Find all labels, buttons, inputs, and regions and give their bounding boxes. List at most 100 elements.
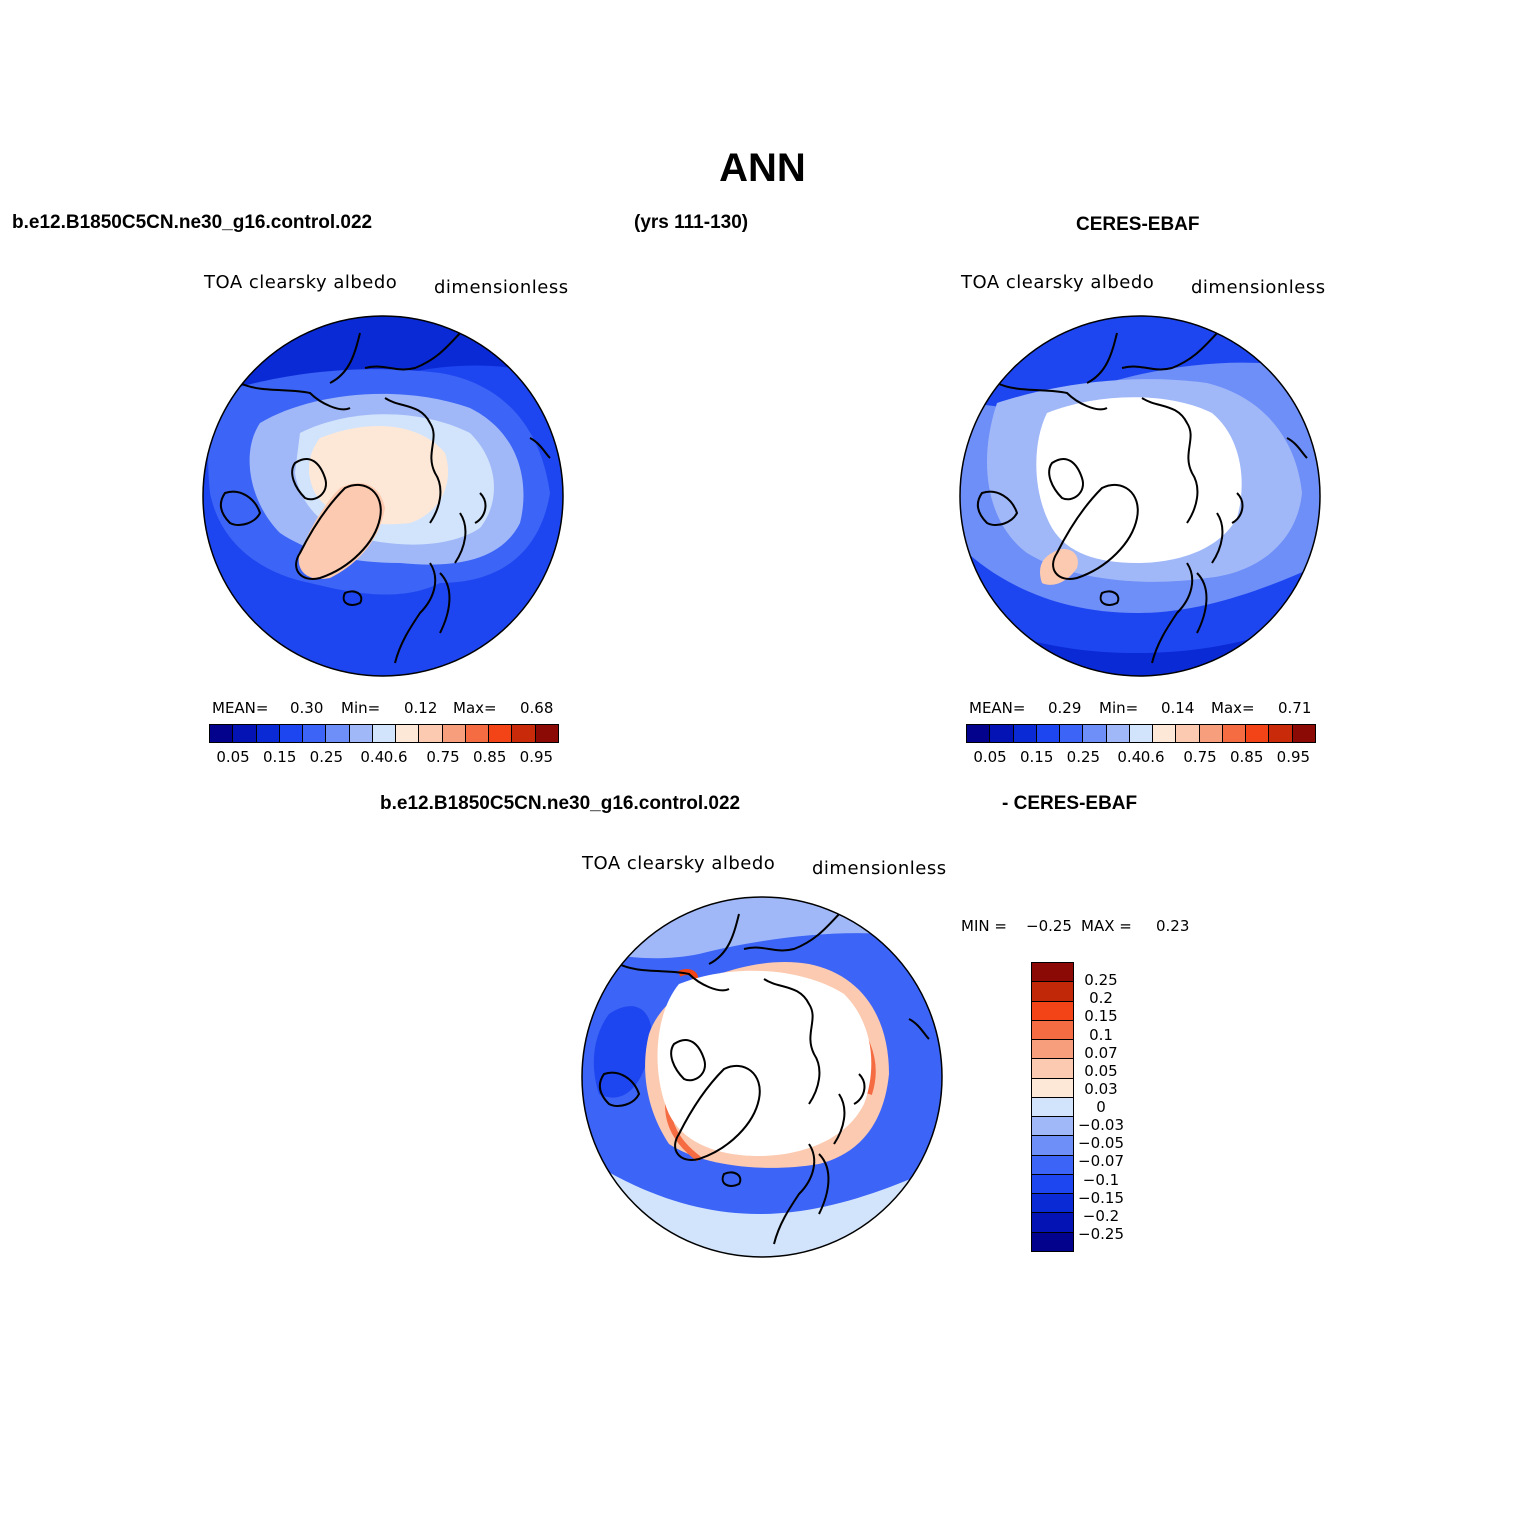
colorbar-swatch <box>326 725 350 742</box>
colorbar-tick-label: −0.07 <box>1078 1152 1124 1171</box>
colorbar-tick-label: 0 <box>1096 1098 1106 1116</box>
colorbar-swatch <box>1246 725 1270 742</box>
colorbar-swatch <box>1199 725 1223 742</box>
obs-polar-map <box>959 315 1321 677</box>
model-mean-label: MEAN= <box>212 699 269 717</box>
colorbar-swatch <box>465 725 490 742</box>
colorbar-swatch <box>990 725 1014 742</box>
colorbar-swatch <box>349 725 373 742</box>
model-colorbar <box>209 724 559 743</box>
model-mean-value: 0.30 <box>290 699 324 717</box>
colorbar-tick-label: −0.03 <box>1078 1116 1124 1135</box>
obs-units-label: dimensionless <box>1191 277 1326 298</box>
colorbar-swatch <box>1269 725 1293 742</box>
diff-variable-label: TOA clearsky albedo <box>582 853 776 874</box>
colorbar-swatch <box>1032 1213 1073 1233</box>
colorbar-tick-label: 0.75 <box>426 748 460 766</box>
colorbar-swatch <box>512 725 536 742</box>
diff-ref-name: - CERES-EBAF <box>1002 793 1138 814</box>
obs-max-value: 0.71 <box>1278 699 1312 717</box>
colorbar-swatch <box>396 725 420 742</box>
diff-max-value: 0.23 <box>1156 917 1190 935</box>
colorbar-tick-label: 0.95 <box>1276 748 1311 766</box>
model-case-name: b.e12.B1850C5CN.ne30_g16.control.022 <box>12 212 373 233</box>
colorbar-tick-label: 0.6 <box>1140 748 1165 766</box>
colorbar-swatch <box>279 725 304 742</box>
colorbar-tick-label: 0.15 <box>1020 748 1054 766</box>
model-min-label: Min= <box>341 699 381 717</box>
model-min-value: 0.12 <box>404 699 438 717</box>
colorbar-swatch <box>489 725 513 742</box>
colorbar-swatch <box>1032 963 1073 983</box>
colorbar-tick-label: 0.2 <box>1089 989 1113 1008</box>
colorbar-swatch <box>1032 1059 1073 1079</box>
colorbar-swatch <box>1032 1174 1073 1195</box>
colorbar-tick-label: 0.03 <box>1084 1079 1118 1098</box>
colorbar-swatch <box>535 725 558 742</box>
colorbar-tick-label: 0.07 <box>1084 1043 1118 1062</box>
colorbar-swatch <box>1032 1040 1073 1060</box>
obs-max-label: Max= <box>1211 699 1255 717</box>
colorbar-tick-label: 0.25 <box>1084 971 1118 990</box>
colorbar-swatch <box>210 725 234 742</box>
colorbar-swatch <box>256 725 280 742</box>
model-years: (yrs 111-130) <box>634 212 749 233</box>
colorbar-tick-label: 0.15 <box>263 748 297 766</box>
colorbar-swatch <box>303 725 327 742</box>
colorbar-swatch <box>1013 725 1037 742</box>
colorbar-swatch <box>1153 725 1177 742</box>
colorbar-swatch <box>1106 725 1130 742</box>
colorbar-swatch <box>1032 1097 1073 1118</box>
model-variable-label: TOA clearsky albedo <box>204 272 398 293</box>
model-max-value: 0.68 <box>520 699 554 717</box>
model-units-label: dimensionless <box>434 277 569 298</box>
diff-min-value: −0.25 <box>1026 917 1072 935</box>
colorbar-tick-label: −0.2 <box>1082 1206 1120 1225</box>
colorbar-tick-label: 0.4 <box>1117 748 1142 766</box>
obs-dataset-name: CERES-EBAF <box>1076 214 1200 235</box>
diff-units-label: dimensionless <box>812 858 947 879</box>
colorbar-swatch <box>1032 982 1073 1002</box>
colorbar-swatch <box>967 725 991 742</box>
colorbar-swatch <box>1292 725 1315 742</box>
colorbar-swatch <box>233 725 257 742</box>
obs-min-label: Min= <box>1099 699 1139 717</box>
colorbar-tick-label: 0.05 <box>1084 1061 1118 1080</box>
diff-polar-map <box>581 896 943 1258</box>
colorbar-swatch <box>372 725 397 742</box>
colorbar-swatch <box>419 725 443 742</box>
colorbar-tick-label: 0.25 <box>1066 748 1101 766</box>
obs-min-value: 0.14 <box>1161 699 1195 717</box>
diff-max-label: MAX = <box>1081 917 1132 935</box>
colorbar-tick-label: 0.95 <box>519 748 554 766</box>
colorbar-swatch <box>1032 1194 1073 1214</box>
colorbar-tick-label: −0.15 <box>1078 1188 1124 1207</box>
colorbar-swatch <box>1032 1001 1073 1021</box>
colorbar-tick-label: −0.25 <box>1078 1224 1124 1243</box>
colorbar-swatch <box>1083 725 1107 742</box>
colorbar-tick-label: 0.15 <box>1084 1007 1118 1026</box>
obs-mean-label: MEAN= <box>969 699 1026 717</box>
colorbar-tick-label: 0.4 <box>360 748 385 766</box>
model-max-label: Max= <box>453 699 497 717</box>
obs-colorbar <box>966 724 1316 743</box>
colorbar-swatch <box>1032 1078 1073 1098</box>
colorbar-tick-label: 0.85 <box>1230 748 1264 766</box>
colorbar-swatch <box>1032 1232 1073 1251</box>
colorbar-tick-label: 0.05 <box>216 748 250 766</box>
diff-colorbar <box>1031 962 1074 1252</box>
colorbar-swatch <box>1032 1020 1073 1041</box>
colorbar-tick-label: 0.6 <box>383 748 408 766</box>
colorbar-swatch <box>1176 725 1200 742</box>
colorbar-swatch <box>1032 1136 1073 1156</box>
colorbar-swatch <box>1032 1117 1073 1137</box>
colorbar-swatch <box>1032 1155 1073 1175</box>
colorbar-tick-label: 0.25 <box>309 748 344 766</box>
colorbar-tick-label: −0.1 <box>1082 1170 1120 1189</box>
colorbar-tick-label: 0.75 <box>1183 748 1217 766</box>
colorbar-swatch <box>1222 725 1247 742</box>
colorbar-swatch <box>1036 725 1061 742</box>
model-polar-map <box>202 315 564 677</box>
page-title: ANN <box>719 146 806 190</box>
colorbar-tick-label: −0.05 <box>1078 1134 1124 1153</box>
